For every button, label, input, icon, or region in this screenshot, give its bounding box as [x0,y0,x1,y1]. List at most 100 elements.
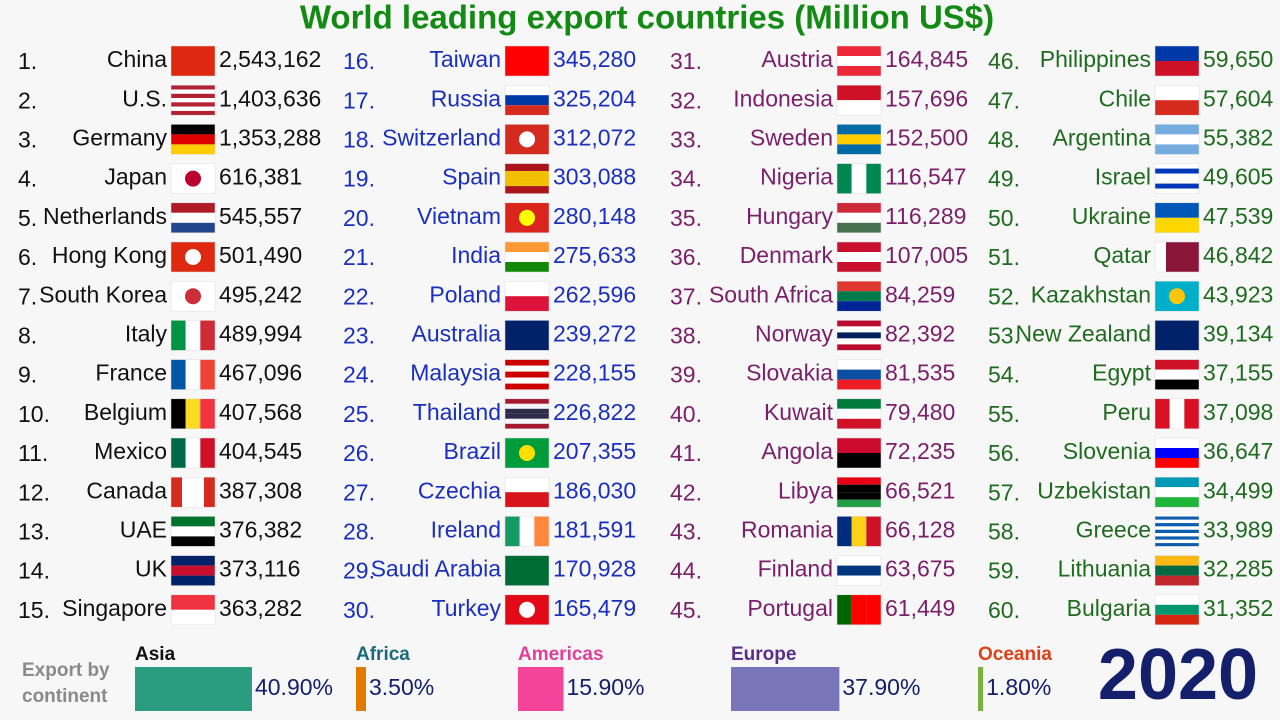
flag-stripe [837,56,881,66]
continent-name: Africa [356,644,410,665]
flag [836,124,882,155]
flag-stripe [505,46,549,76]
flag-border [1154,84,1200,116]
rank: 35. [670,205,702,231]
export-value: 37,098 [1203,399,1273,425]
flag-stripe [505,105,549,116]
flag-border [170,84,216,116]
rank: 31. [670,48,702,74]
country: Israel [1095,164,1151,190]
flag-stripe [505,359,549,366]
country: Singapore [62,595,167,621]
flag-stripe [1155,369,1199,380]
export-value: 170,928 [553,556,636,582]
flag-stripe [505,186,549,194]
continent-share: 37.90% [842,674,920,700]
flag-border [1154,320,1200,351]
export-value: 489,994 [219,320,302,346]
export-value: 387,308 [219,477,302,503]
country: New Zealand [1015,320,1151,346]
flag-stripe [1155,519,1199,524]
flag-emblem [519,445,535,461]
flag-stripe [837,332,881,339]
flag-stripe [534,516,549,547]
rank: 57. [988,479,1020,505]
flag [836,45,882,77]
flag-stripe [837,555,881,566]
flag-border [836,320,882,351]
country: Ireland [431,516,501,542]
flag [170,594,216,626]
export-value: 61,449 [885,595,955,621]
continent-share: 15.90% [566,674,644,700]
flag-border [170,280,216,312]
flag [1154,437,1200,469]
flag [170,45,216,77]
flag [836,84,882,116]
export-value: 116,547 [885,164,966,190]
flag-border [1154,516,1200,547]
rank: 24. [343,362,375,388]
flag [1154,45,1200,77]
flag [504,437,550,469]
country: France [95,360,167,386]
flag-stripe [1155,458,1199,468]
flag [1154,241,1200,273]
export-value: 226,822 [553,399,636,425]
flag-stripe [837,484,881,493]
flag-border [504,45,550,77]
flag-stripe [171,93,215,99]
flag-border [836,476,882,508]
rank: 58. [988,518,1020,544]
country: Chile [1099,85,1151,111]
flag-stripe [505,95,549,106]
flag-border [836,398,882,430]
rank: 20. [343,205,375,231]
flag-stripe [505,296,549,312]
export-value: 37,155 [1203,360,1273,386]
flag-stripe [505,377,549,384]
country: Bulgaria [1067,595,1152,621]
country: Turkey [432,595,502,621]
flag-stripe [171,536,215,547]
country: Kuwait [764,399,834,425]
legend-label: continent [22,686,108,707]
rank: 36. [670,244,702,270]
flag-border [836,594,882,626]
flag-emblem [519,209,535,226]
export-value: 63,675 [885,556,955,582]
flag [170,437,216,469]
flag-stripe [866,163,881,194]
flag-border [836,84,882,116]
flag-stripe [1155,144,1199,155]
flag-stripe [1155,526,1199,530]
flag-border [170,163,216,194]
country: Germany [72,124,167,150]
rank: 53. [988,322,1020,348]
flag-stripe [505,413,549,419]
country: Ukraine [1072,203,1151,229]
country: Norway [755,320,833,346]
rank: 15. [18,597,50,623]
export-value: 280,148 [553,203,636,229]
flag-stripe [837,594,852,625]
rank: 21. [343,244,375,270]
export-value: 616,381 [219,164,302,190]
country: Peru [1102,399,1151,425]
export-value: 72,235 [885,438,955,464]
export-value: 345,280 [553,46,636,72]
country: Egypt [1092,360,1151,386]
flag-stripe [1155,536,1199,540]
flag-stripe [505,365,549,372]
country: Romania [741,516,833,542]
flag-stripe [837,100,881,116]
flag [836,202,882,234]
flag-border [1154,476,1200,508]
flag-border [1154,202,1200,234]
flag-stripe [185,438,201,468]
export-value: 82,392 [885,320,955,346]
country: Belgium [84,399,167,425]
continent-name: Americas [518,644,604,665]
country: Kazakhstan [1031,281,1151,307]
rank: 44. [670,558,702,584]
